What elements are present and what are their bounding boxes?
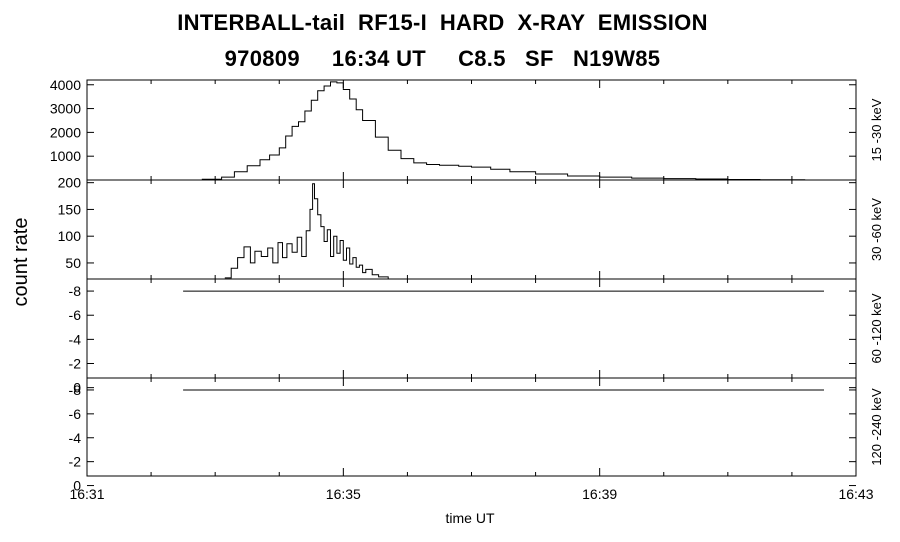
- y-tick-label: 200: [58, 175, 82, 191]
- x-tick-label: 16:43: [838, 486, 873, 502]
- panel-2: 50 100 150 200 30 -60 keV: [58, 175, 884, 280]
- x-tick-label: 16:39: [582, 486, 617, 502]
- band-label: 120 -240 keV: [869, 388, 884, 466]
- panel-4: 0 -2 -4 -6 -8 120 -240 keV: [69, 377, 884, 494]
- chart-title-line-2: 970809 16:34 UT C8.5 SF N19W85: [224, 46, 661, 71]
- y-tick-label: -8: [69, 283, 82, 299]
- series-line-1: [144, 81, 806, 181]
- y-tick-label: 1000: [50, 148, 81, 164]
- y-tick-label: -6: [69, 406, 82, 422]
- y-tick-label: 50: [65, 255, 81, 271]
- y-tick-label: -4: [69, 430, 82, 446]
- y-axis-label: count rate: [10, 218, 32, 307]
- panel-frame: [86, 278, 857, 379]
- y-tick-label: -2: [69, 356, 82, 372]
- x-tick-label: 16:31: [69, 486, 104, 502]
- y-tick-label: 0: [73, 380, 81, 396]
- band-label: 60 -120 keV: [869, 293, 884, 363]
- band-label: 30 -60 keV: [869, 198, 884, 261]
- x-tick-label: 16:35: [326, 486, 361, 502]
- panel-frame: [86, 377, 857, 477]
- y-tick-label: 3000: [50, 101, 81, 117]
- series-line-2: [224, 183, 389, 279]
- panel-1: 1000 2000 3000 4000 15 -30 keV: [50, 77, 884, 181]
- y-tick-label: -8: [69, 382, 82, 398]
- x-axis-label: time UT: [446, 510, 495, 526]
- band-label: 15 -30 keV: [869, 98, 884, 161]
- y-tick-label: 100: [58, 228, 82, 244]
- y-tick-label: -6: [69, 307, 82, 323]
- y-tick-label: 4000: [50, 77, 81, 93]
- y-tick-label: -4: [69, 331, 82, 347]
- panel-frame: [86, 79, 857, 181]
- y-tick-label: 0: [73, 478, 81, 494]
- panel-frame: [86, 179, 857, 280]
- y-tick-label: 2000: [50, 124, 81, 140]
- chart-title-line-1: INTERBALL-tail RF15-I HARD X-RAY EMISSIO…: [177, 10, 708, 35]
- y-tick-label: -2: [69, 454, 82, 470]
- y-tick-label: 150: [58, 201, 82, 217]
